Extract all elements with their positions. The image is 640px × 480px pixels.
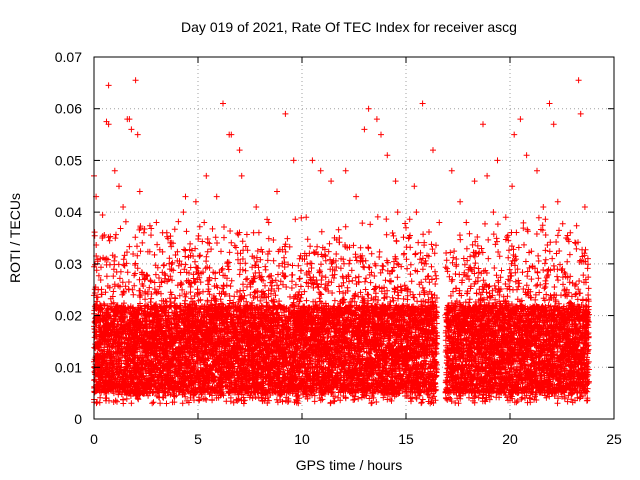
data-point [136, 188, 143, 195]
data-point [480, 121, 486, 128]
data-point [484, 172, 491, 179]
y-tick-label: 0.05 [55, 152, 82, 168]
axis-ticks: 0 5 10 15 20 25 0 0.01 0.02 0.03 0.04 0.05 0.06 0.07 [55, 49, 622, 447]
data-point [540, 204, 547, 210]
data-point [378, 131, 384, 138]
data-point [490, 209, 497, 216]
data-point [328, 178, 335, 185]
data-point [97, 255, 104, 262]
data-point [140, 229, 147, 236]
data-point [317, 167, 324, 174]
data-point-cloud [90, 212, 592, 407]
data-point [182, 193, 189, 200]
data-point [563, 235, 570, 241]
data-point [413, 209, 420, 216]
data-point [361, 126, 368, 133]
data-point [550, 121, 557, 128]
data-point [153, 219, 160, 226]
data-point [303, 214, 310, 221]
data-point [403, 224, 409, 231]
data-point [384, 152, 391, 159]
y-tick-label: 0.04 [55, 204, 82, 220]
data-point [502, 214, 509, 221]
data-point [134, 131, 141, 138]
data-point [523, 152, 530, 159]
data-point [220, 100, 226, 107]
data-point [457, 198, 464, 205]
data-point [126, 116, 133, 123]
data-point [494, 157, 501, 164]
data-point [201, 219, 208, 226]
data-point [394, 209, 401, 216]
data-point [253, 204, 260, 210]
y-tick-label: 0.06 [55, 101, 82, 117]
data-point [192, 198, 199, 205]
data-point [342, 167, 349, 174]
data-point [226, 131, 233, 138]
data-point [436, 219, 443, 226]
y-tick-label: 0 [74, 411, 82, 427]
data-point [567, 229, 574, 236]
data-point [170, 240, 176, 247]
data-point [132, 77, 139, 84]
x-tick-label: 15 [398, 431, 414, 447]
data-point [471, 178, 478, 185]
data-point [95, 286, 102, 293]
x-tick-label: 5 [194, 431, 202, 447]
data-point [105, 121, 112, 128]
data-point [238, 172, 245, 179]
data-point [353, 193, 360, 200]
data-point [430, 147, 436, 154]
data-point [282, 110, 289, 117]
data-point [411, 183, 418, 190]
data-point [517, 116, 524, 123]
data-point [448, 167, 455, 174]
plot-frame [93, 56, 615, 420]
x-tick-label: 0 [90, 431, 98, 447]
data-point [274, 188, 280, 195]
data-point [509, 183, 516, 190]
data-points [90, 77, 592, 407]
data-point [236, 147, 243, 154]
y-tick-label: 0.02 [55, 308, 82, 324]
data-point [419, 100, 426, 107]
data-point [213, 193, 220, 200]
data-point [203, 172, 210, 179]
y-axis-label: ROTI / TECUs [7, 193, 23, 283]
data-point [336, 235, 343, 241]
data-point [392, 178, 399, 185]
x-tick-label: 10 [294, 431, 310, 447]
data-point [309, 157, 316, 164]
data-point [581, 204, 588, 210]
data-point [159, 229, 166, 236]
data-point [120, 204, 127, 210]
data-point [534, 167, 540, 174]
data-point [116, 183, 122, 190]
data-point [546, 100, 553, 107]
data-point [290, 157, 297, 164]
chart-title: Day 019 of 2021, Rate Of TEC Index for r… [181, 19, 517, 35]
data-point [128, 126, 135, 133]
data-point [575, 77, 582, 84]
x-axis-label: GPS time / hours [296, 457, 403, 473]
data-point [554, 198, 561, 205]
data-point [373, 116, 380, 123]
y-tick-label: 0.03 [55, 256, 82, 272]
data-point [577, 110, 584, 117]
data-point [463, 219, 470, 226]
data-point [180, 209, 187, 216]
x-tick-label: 25 [606, 431, 622, 447]
data-point [105, 82, 112, 89]
data-point [99, 235, 106, 241]
data-point [265, 219, 272, 226]
data-point [511, 131, 518, 138]
data-point [101, 302, 108, 309]
y-tick-label: 0.01 [55, 359, 82, 375]
data-point [111, 167, 118, 174]
data-point [365, 105, 372, 112]
y-tick-label: 0.07 [55, 49, 82, 65]
x-tick-label: 20 [502, 431, 518, 447]
